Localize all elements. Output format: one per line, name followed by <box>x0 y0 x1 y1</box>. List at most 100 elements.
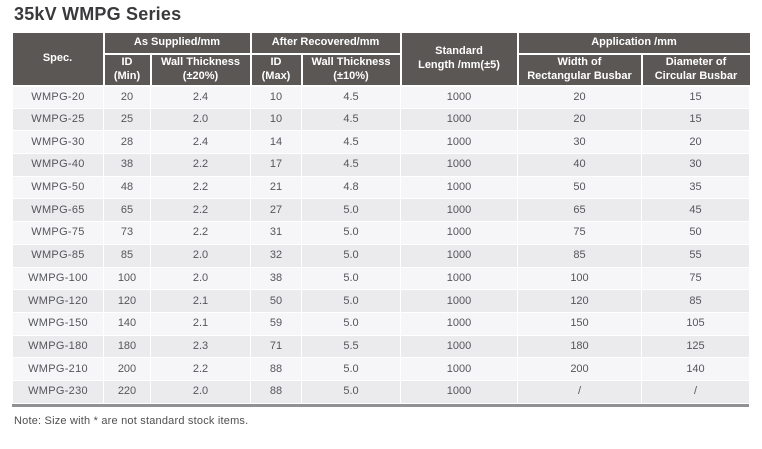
value-cell: 30 <box>517 130 642 155</box>
spec-cell: WMPG-50 <box>12 175 104 200</box>
header-spec: Spec. <box>12 33 105 87</box>
header-diameter-circ-busbar: Diameter of Circular Busbar <box>640 53 750 87</box>
value-cell: 4.5 <box>301 153 401 177</box>
value-cell: 1000 <box>400 243 518 268</box>
value-cell: 35 <box>641 175 750 200</box>
value-cell: 5.0 <box>301 243 401 268</box>
value-cell: 2.1 <box>150 289 251 313</box>
table-row: WMPG-230 220 2.0 88 5.0 1000// <box>12 379 750 404</box>
value-cell: 32 <box>250 243 302 268</box>
value-cell: 48 <box>103 175 151 200</box>
value-cell: 65 <box>517 198 642 223</box>
value-cell: 120 <box>517 289 642 313</box>
value-cell: 105 <box>641 311 750 336</box>
value-cell: 2.2 <box>150 357 251 381</box>
note-text: Note: Size with * are not standard stock… <box>14 414 249 427</box>
table-row: WMPG-100 100 2.0 38 5.0 1000 100 75 <box>12 266 750 291</box>
spec-cell: WMPG-150 <box>12 311 104 336</box>
value-cell: 1000 <box>400 221 518 245</box>
value-cell: 2.0 <box>150 379 251 404</box>
value-cell: 5.0 <box>301 357 401 381</box>
value-cell: 1000 <box>400 311 518 336</box>
value-cell: 200 <box>103 357 151 381</box>
spec-cell: WMPG-100 <box>12 266 104 291</box>
value-cell: 125 <box>641 334 750 359</box>
value-cell: 15 <box>641 85 750 109</box>
value-cell: 40 <box>517 153 642 177</box>
value-cell: 20 <box>103 85 151 109</box>
value-cell: 2.0 <box>150 107 251 132</box>
value-cell: 10 <box>250 107 302 132</box>
value-cell: 1000 <box>400 289 518 313</box>
value-cell: 140 <box>641 357 750 381</box>
table-row: WMPG-50 48 2.2 21 4.8 1000 50 35 <box>12 175 750 200</box>
spec-cell: WMPG-40 <box>12 153 104 177</box>
spec-cell: WMPG-20 <box>12 85 104 109</box>
value-cell: 50 <box>517 175 642 200</box>
spec-table: Spec. As Supplied/mm After Recovered/mm … <box>12 33 750 404</box>
value-cell: 75 <box>517 221 642 245</box>
spec-cell: WMPG-85 <box>12 243 104 268</box>
value-cell: 1000 <box>400 198 518 223</box>
value-cell: 2.2 <box>150 153 251 177</box>
value-cell: 50 <box>641 221 750 245</box>
value-cell: / <box>517 379 642 404</box>
table-row: WMPG-65 65 2.2 27 5.0 1000 65 45 <box>12 198 750 223</box>
header-width-rect-busbar: Width of Rectangular Busbar <box>516 53 643 87</box>
value-cell: 1000 <box>400 153 518 177</box>
value-cell: 2.0 <box>150 243 251 268</box>
value-cell: 59 <box>250 311 302 336</box>
value-cell: 100 <box>517 266 642 291</box>
value-cell: 180 <box>103 334 151 359</box>
value-cell: 4.5 <box>301 85 401 109</box>
header-group-as-supplied: As Supplied/mm <box>102 33 252 55</box>
value-cell: 88 <box>250 379 302 404</box>
value-cell: 30 <box>641 153 750 177</box>
value-cell: 88 <box>250 357 302 381</box>
value-cell: 5.0 <box>301 311 401 336</box>
value-cell: 71 <box>250 334 302 359</box>
value-cell: 1000 <box>400 379 518 404</box>
value-cell: 85 <box>641 289 750 313</box>
value-cell: 2.3 <box>150 334 251 359</box>
header-wall-thickness-10: Wall Thickness (±10%) <box>300 53 402 87</box>
spec-cell: WMPG-120 <box>12 289 104 313</box>
value-cell: 55 <box>641 243 750 268</box>
spec-cell: WMPG-210 <box>12 357 104 381</box>
value-cell: 4.8 <box>301 175 401 200</box>
header-wall-thickness-20: Wall Thickness (±20%) <box>149 53 252 87</box>
spec-cell: WMPG-25 <box>12 107 104 132</box>
value-cell: 15 <box>641 107 750 132</box>
value-cell: 1000 <box>400 357 518 381</box>
value-cell: 85 <box>103 243 151 268</box>
table-row: WMPG-180 180 2.3 71 5.5 1000 180 125 <box>12 334 750 359</box>
value-cell: 1000 <box>400 175 518 200</box>
header-standard-length: Standard Length /mm(±5) <box>399 33 519 87</box>
header-group-after-recovered: After Recovered/mm <box>249 33 402 55</box>
page-title: 35kV WMPG Series <box>14 4 182 24</box>
table-row: WMPG-25 25 2.0 10 4.5 1000 20 15 <box>12 107 750 132</box>
header-id-min: ID (Min) <box>103 53 152 87</box>
table-row: WMPG-210 200 2.2 88 5.0 1000 200 140 <box>12 357 750 381</box>
value-cell: 1000 <box>400 85 518 109</box>
value-cell: 2.2 <box>150 221 251 245</box>
value-cell: 73 <box>103 221 151 245</box>
value-cell: 10 <box>250 85 302 109</box>
table-row: WMPG-150 140 2.1 59 5.0 1000 150 105 <box>12 311 750 336</box>
value-cell: 200 <box>517 357 642 381</box>
table-row: WMPG-75 73 2.2 31 5.0 1000 75 50 <box>12 221 750 245</box>
table-body: WMPG-20 20 2.4 10 4.5 1000 20 15 WMPG-25 25 2.0 10 4… <box>12 85 750 404</box>
value-cell: 31 <box>250 221 302 245</box>
value-cell: 4.5 <box>301 130 401 155</box>
value-cell: 140 <box>103 311 151 336</box>
value-cell: 2.2 <box>150 175 251 200</box>
value-cell: 5.5 <box>301 334 401 359</box>
value-cell: 5.0 <box>301 266 401 291</box>
value-cell: 21 <box>250 175 302 200</box>
value-cell: 120 <box>103 289 151 313</box>
value-cell: 45 <box>641 198 750 223</box>
spec-cell: WMPG-230 <box>12 379 104 404</box>
value-cell: 17 <box>250 153 302 177</box>
value-cell: 2.4 <box>150 130 251 155</box>
value-cell: 2.0 <box>150 266 251 291</box>
